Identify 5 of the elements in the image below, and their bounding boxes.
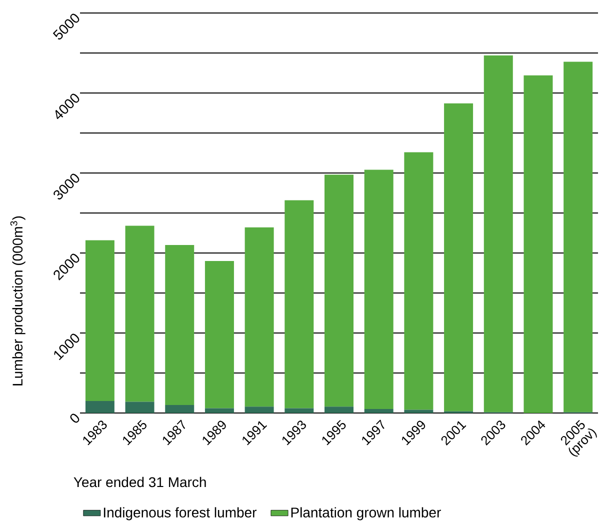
legend-label: Indigenous forest lumber [104,507,257,520]
y-tick-label: 0 [70,414,80,423]
legend-label: Plantation grown lumber [291,507,441,520]
y-axis-title: Lumber production (000m$^{3}$) [10,216,26,386]
x-axis-title: Year ended 31 March [74,476,206,488]
